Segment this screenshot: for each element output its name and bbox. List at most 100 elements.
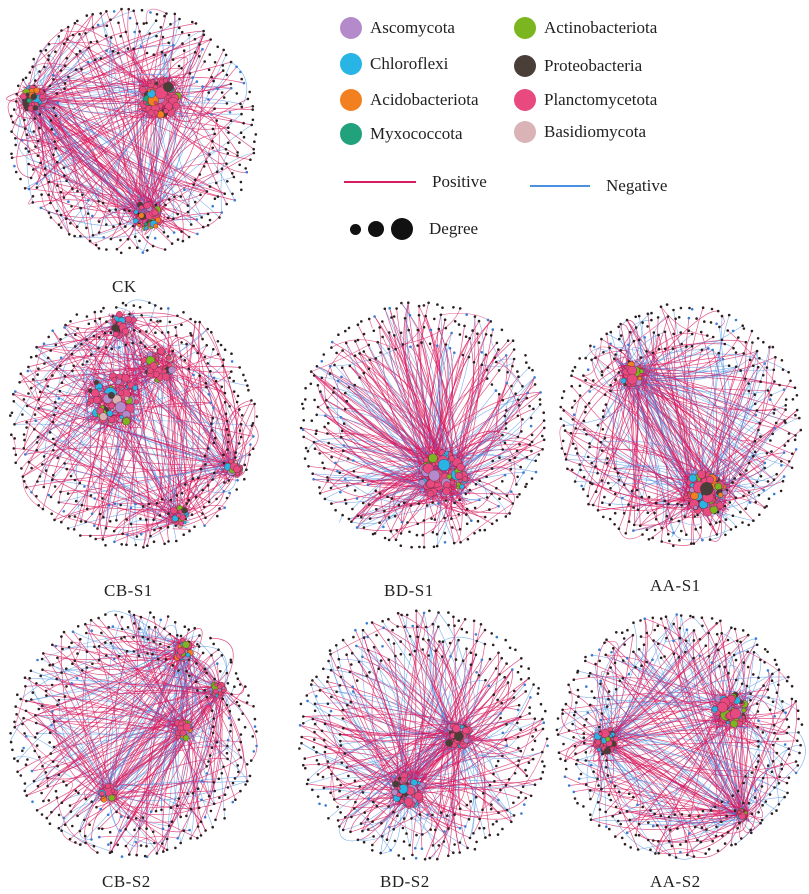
positive-edge xyxy=(90,619,178,735)
node xyxy=(40,813,44,816)
negative-edge xyxy=(112,670,179,790)
negative-edge xyxy=(628,379,741,475)
node xyxy=(149,318,153,322)
negative-edge xyxy=(160,687,219,810)
node xyxy=(480,351,484,354)
node xyxy=(330,455,333,459)
node xyxy=(477,319,481,323)
node xyxy=(46,356,50,360)
node xyxy=(176,212,179,216)
node xyxy=(39,674,42,678)
node xyxy=(201,512,204,515)
node xyxy=(399,532,403,535)
node xyxy=(84,622,87,626)
hub-node xyxy=(31,102,36,107)
node xyxy=(201,85,204,88)
node xyxy=(69,222,72,225)
node xyxy=(490,492,493,496)
node xyxy=(183,188,186,191)
node xyxy=(757,493,761,497)
node xyxy=(105,320,108,324)
node xyxy=(672,531,675,535)
node xyxy=(230,360,234,363)
node xyxy=(600,479,604,482)
node xyxy=(660,526,663,530)
node xyxy=(765,504,768,508)
node xyxy=(790,466,794,470)
positive-edge xyxy=(187,642,242,758)
node xyxy=(464,335,468,339)
node xyxy=(233,685,236,688)
node xyxy=(205,344,208,347)
node xyxy=(89,618,93,622)
node xyxy=(603,436,607,440)
node xyxy=(242,135,246,139)
negative-edge xyxy=(745,462,766,509)
node xyxy=(29,386,33,390)
hub-node xyxy=(146,367,154,374)
node xyxy=(429,328,433,332)
positive-edge xyxy=(504,442,516,496)
positive-edge xyxy=(41,705,114,790)
node xyxy=(208,153,211,156)
node xyxy=(126,626,130,629)
node xyxy=(53,140,56,143)
hub-node xyxy=(147,79,152,84)
node xyxy=(216,87,219,90)
node xyxy=(348,364,352,368)
positive-edge xyxy=(105,356,148,529)
node xyxy=(757,428,760,432)
node xyxy=(500,328,504,332)
positive-edge xyxy=(374,316,429,460)
node xyxy=(744,340,748,344)
node xyxy=(54,644,58,648)
node xyxy=(613,511,617,515)
node xyxy=(173,621,177,624)
node xyxy=(775,472,778,476)
node xyxy=(201,47,204,51)
node xyxy=(516,414,520,418)
positive-edge xyxy=(69,692,219,806)
node xyxy=(660,540,663,543)
node xyxy=(255,730,258,733)
node xyxy=(202,33,206,37)
node xyxy=(608,346,611,350)
node xyxy=(739,369,742,372)
positive-edge xyxy=(660,306,708,336)
node xyxy=(418,545,421,549)
node xyxy=(23,789,27,793)
node xyxy=(154,626,157,629)
node xyxy=(167,645,170,649)
node xyxy=(223,192,226,195)
node xyxy=(347,326,351,330)
node xyxy=(228,111,232,114)
node xyxy=(679,331,682,334)
node xyxy=(125,543,128,547)
node xyxy=(219,670,222,673)
node xyxy=(330,340,334,344)
node xyxy=(182,533,185,536)
positive-edge xyxy=(41,30,204,103)
node xyxy=(338,471,342,475)
node xyxy=(786,439,790,443)
node xyxy=(79,843,82,846)
node xyxy=(30,769,34,773)
node xyxy=(72,364,75,368)
node xyxy=(26,369,30,373)
positive-edge xyxy=(36,722,103,798)
node xyxy=(448,346,452,350)
node xyxy=(196,836,199,840)
node xyxy=(109,841,113,845)
positive-edge xyxy=(42,464,184,518)
node xyxy=(155,13,159,16)
negative-edge xyxy=(633,370,653,525)
node xyxy=(165,848,169,852)
node xyxy=(525,361,528,364)
node xyxy=(570,406,574,409)
positive-edge xyxy=(210,637,234,688)
node xyxy=(154,203,158,207)
node xyxy=(529,424,533,428)
negative-edge xyxy=(637,366,774,372)
hub-node xyxy=(690,491,699,501)
node xyxy=(774,355,777,359)
